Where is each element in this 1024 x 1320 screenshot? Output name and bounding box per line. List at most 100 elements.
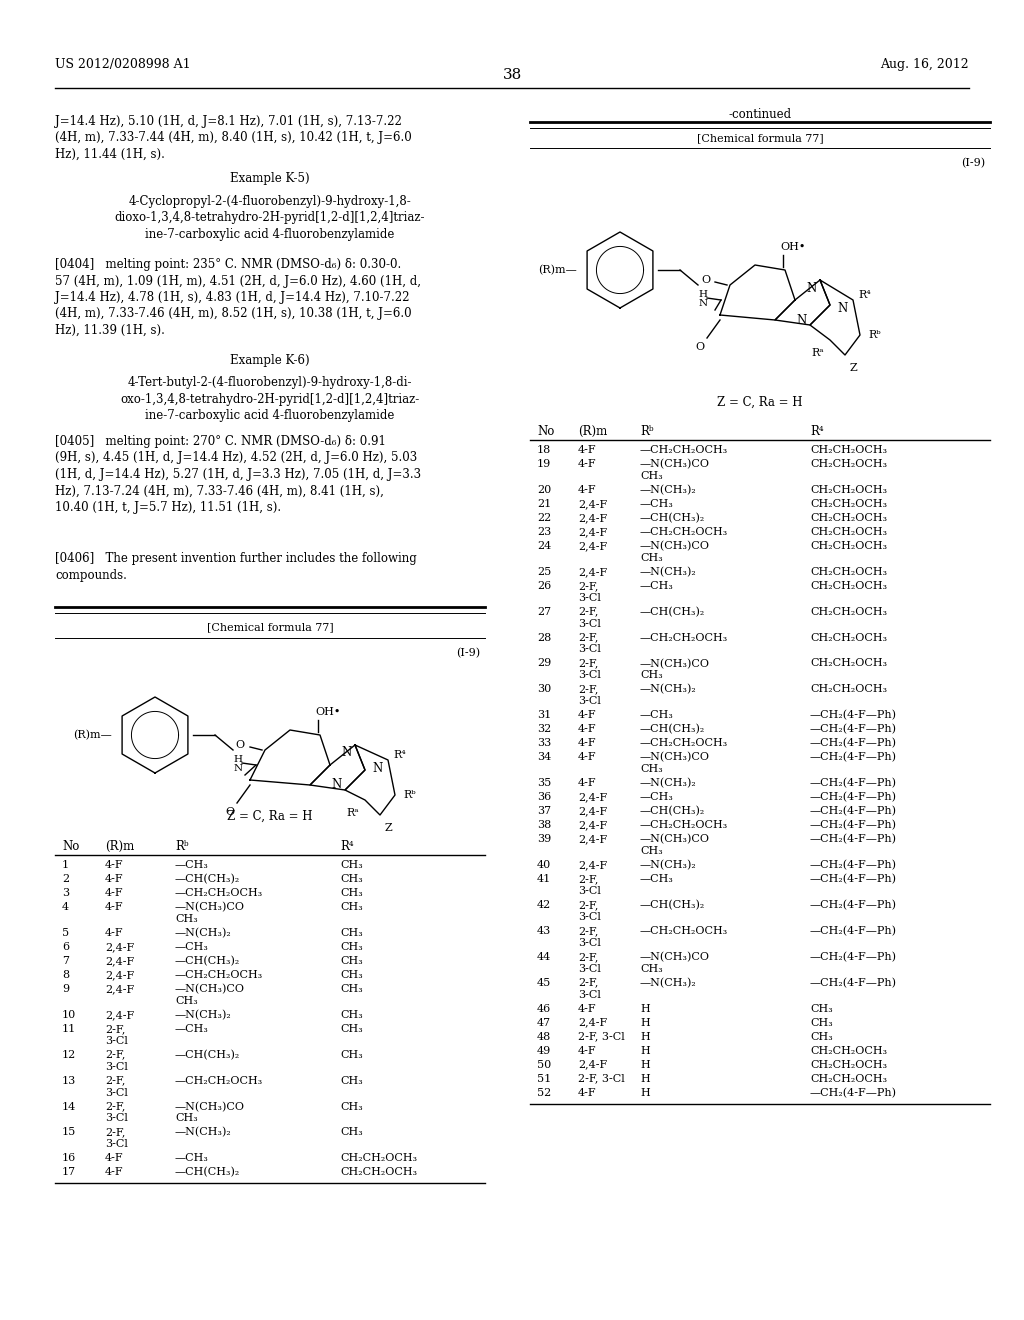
Text: —N(CH₃)₂: —N(CH₃)₂ [640, 566, 696, 577]
Text: [0405]   melting point: 270° C. NMR (DMSO-d₆) δ: 0.91
(9H, s), 4.45 (1H, d, J=14: [0405] melting point: 270° C. NMR (DMSO-… [55, 436, 421, 513]
Text: OH•: OH• [780, 242, 805, 252]
Text: 39: 39 [537, 834, 551, 845]
Text: —CH₂(4-F—Ph): —CH₂(4-F—Ph) [810, 834, 897, 845]
Text: [0406]   The present invention further includes the following
compounds.: [0406] The present invention further inc… [55, 552, 417, 582]
Text: 3-Cl: 3-Cl [105, 1139, 128, 1150]
Text: —CH₂(4-F—Ph): —CH₂(4-F—Ph) [810, 792, 897, 803]
Text: 3-Cl: 3-Cl [578, 937, 601, 948]
Text: 2,4-F: 2,4-F [105, 1010, 134, 1020]
Text: Example K-6): Example K-6) [230, 354, 310, 367]
Text: R⁴: R⁴ [858, 290, 870, 300]
Text: —N(CH₃)CO: —N(CH₃)CO [175, 902, 245, 912]
Text: —N(CH₃)₂: —N(CH₃)₂ [640, 861, 696, 870]
Text: —CH₂(4-F—Ph): —CH₂(4-F—Ph) [810, 820, 897, 830]
Text: CH₂CH₂OCH₃: CH₂CH₂OCH₃ [810, 541, 887, 550]
Text: 3-Cl: 3-Cl [578, 964, 601, 974]
Text: Rᵇ: Rᵇ [403, 789, 416, 800]
Text: 2-F, 3-Cl: 2-F, 3-Cl [578, 1032, 625, 1041]
Text: 4-F: 4-F [578, 459, 597, 469]
Text: —CH₂(4-F—Ph): —CH₂(4-F—Ph) [810, 725, 897, 735]
Text: —CH₂CH₂OCH₃: —CH₂CH₂OCH₃ [175, 970, 263, 979]
Text: 22: 22 [537, 513, 551, 523]
Text: 2-F,: 2-F, [578, 581, 598, 591]
Text: 3-Cl: 3-Cl [578, 886, 601, 896]
Text: N: N [797, 314, 807, 326]
Text: [Chemical formula 77]: [Chemical formula 77] [207, 622, 334, 632]
Text: (I-9): (I-9) [456, 648, 480, 659]
Text: 16: 16 [62, 1154, 76, 1163]
Text: (R)m: (R)m [578, 425, 607, 438]
Text: 2,4-F: 2,4-F [578, 499, 607, 510]
Text: 36: 36 [537, 792, 551, 803]
Text: 4-F: 4-F [105, 888, 124, 898]
Text: 47: 47 [537, 1018, 551, 1027]
Text: —N(CH₃)₂: —N(CH₃)₂ [175, 1127, 231, 1138]
Text: CH₂CH₂OCH₃: CH₂CH₂OCH₃ [810, 566, 887, 577]
Text: Rᵇ: Rᵇ [640, 425, 653, 438]
Text: CH₂CH₂OCH₃: CH₂CH₂OCH₃ [810, 607, 887, 616]
Text: —N(CH₃)CO: —N(CH₃)CO [640, 834, 710, 845]
Text: 31: 31 [537, 710, 551, 721]
Text: —CH₃: —CH₃ [175, 1024, 209, 1034]
Text: CH₂CH₂OCH₃: CH₂CH₂OCH₃ [810, 499, 887, 510]
Text: —CH₂(4-F—Ph): —CH₂(4-F—Ph) [810, 874, 897, 884]
Text: —CH₂(4-F—Ph): —CH₂(4-F—Ph) [810, 752, 897, 763]
Text: H: H [640, 1003, 650, 1014]
Text: —CH₂CH₂OCH₃: —CH₂CH₂OCH₃ [640, 738, 728, 748]
Text: —CH(CH₃)₂: —CH(CH₃)₂ [175, 1167, 241, 1177]
Text: 2,4-F: 2,4-F [578, 566, 607, 577]
Text: Rᵃ: Rᵃ [347, 808, 359, 818]
Text: 3-Cl: 3-Cl [105, 1036, 128, 1045]
Text: —CH₃: —CH₃ [640, 710, 674, 721]
Text: 2,4-F: 2,4-F [578, 861, 607, 870]
Text: —CH₃: —CH₃ [640, 792, 674, 803]
Text: —N(CH₃)CO: —N(CH₃)CO [640, 752, 710, 763]
Text: 2-F,: 2-F, [105, 1101, 125, 1111]
Text: CH₂CH₂OCH₃: CH₂CH₂OCH₃ [810, 659, 887, 668]
Text: —CH₂(4-F—Ph): —CH₂(4-F—Ph) [810, 861, 897, 870]
Text: 4-F: 4-F [578, 1088, 597, 1098]
Text: —N(CH₃)₂: —N(CH₃)₂ [640, 684, 696, 694]
Text: 3-Cl: 3-Cl [578, 644, 601, 655]
Text: —CH₂(4-F—Ph): —CH₂(4-F—Ph) [810, 900, 897, 911]
Text: 2: 2 [62, 874, 70, 884]
Text: 3-Cl: 3-Cl [578, 696, 601, 706]
Text: CH₂CH₂OCH₃: CH₂CH₂OCH₃ [340, 1154, 417, 1163]
Text: CH₂CH₂OCH₃: CH₂CH₂OCH₃ [810, 484, 887, 495]
Text: 9: 9 [62, 983, 70, 994]
Text: 4-F: 4-F [578, 445, 597, 455]
Text: 4-F: 4-F [578, 779, 597, 788]
Text: CH₃: CH₃ [810, 1032, 833, 1041]
Text: 4-F: 4-F [105, 1167, 124, 1177]
Text: 3-Cl: 3-Cl [578, 671, 601, 680]
Text: CH₃: CH₃ [340, 956, 362, 966]
Text: Rᵇ: Rᵇ [868, 330, 881, 341]
Text: CH₃: CH₃ [340, 1024, 362, 1034]
Text: 49: 49 [537, 1045, 551, 1056]
Text: 2-F,: 2-F, [105, 1024, 125, 1034]
Text: 2-F,: 2-F, [578, 900, 598, 909]
Text: —N(CH₃)₂: —N(CH₃)₂ [640, 484, 696, 495]
Text: 51: 51 [537, 1073, 551, 1084]
Text: (R)m: (R)m [105, 840, 134, 853]
Text: 3-Cl: 3-Cl [578, 619, 601, 628]
Text: 4-Tert-butyl-2-(4-fluorobenzyl)-9-hydroxy-1,8-di-
oxo-1,3,4,8-tetrahydro-2H-pyri: 4-Tert-butyl-2-(4-fluorobenzyl)-9-hydrox… [121, 376, 420, 422]
Text: 1: 1 [62, 861, 70, 870]
Text: 2,4-F: 2,4-F [578, 820, 607, 830]
Text: —CH(CH₃)₂: —CH(CH₃)₂ [640, 807, 706, 817]
Text: N: N [342, 747, 352, 759]
Text: (R)m—: (R)m— [74, 730, 112, 741]
Text: 32: 32 [537, 725, 551, 734]
Text: 30: 30 [537, 684, 551, 694]
Text: —CH₂(4-F—Ph): —CH₂(4-F—Ph) [810, 807, 897, 817]
Text: O: O [236, 741, 245, 750]
Text: CH₃: CH₃ [340, 861, 362, 870]
Text: —CH₃: —CH₃ [175, 1154, 209, 1163]
Text: 2,4-F: 2,4-F [578, 1018, 607, 1027]
Text: 29: 29 [537, 659, 551, 668]
Text: CH₂CH₂OCH₃: CH₂CH₂OCH₃ [810, 684, 887, 694]
Text: 3-Cl: 3-Cl [578, 593, 601, 603]
Text: 2,4-F: 2,4-F [578, 792, 607, 803]
Text: 2,4-F: 2,4-F [578, 834, 607, 845]
Text: —CH₂(4-F—Ph): —CH₂(4-F—Ph) [810, 779, 897, 788]
